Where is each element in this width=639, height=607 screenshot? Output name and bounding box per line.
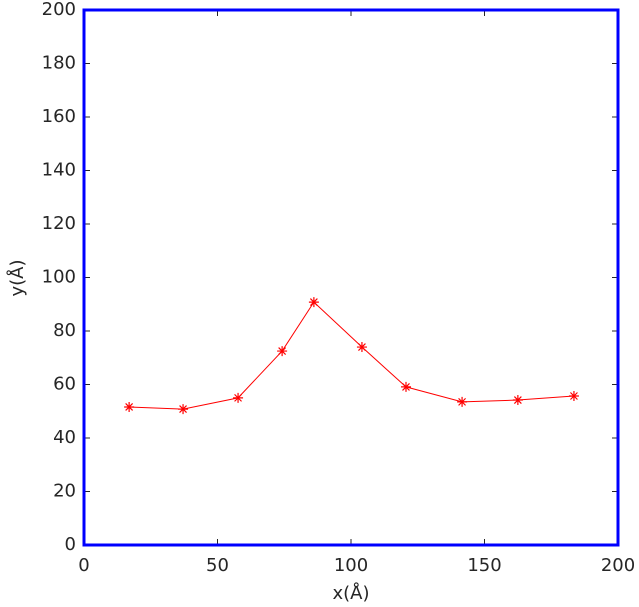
- y-tick-label: 60: [53, 374, 76, 395]
- y-tick-label: 120: [42, 213, 76, 234]
- x-tick-label: 100: [334, 555, 368, 576]
- data-marker: [124, 401, 135, 412]
- y-tick-label: 40: [53, 427, 76, 448]
- y-tick-label: 20: [53, 481, 76, 502]
- x-tick-label: 0: [78, 555, 89, 576]
- data-marker: [457, 396, 468, 407]
- data-marker: [178, 404, 189, 415]
- data-marker: [356, 342, 367, 353]
- y-tick-label: 200: [42, 0, 76, 20]
- data-marker: [308, 297, 319, 308]
- x-tick-label: 150: [467, 555, 501, 576]
- y-axis-label: y(Å): [6, 259, 28, 296]
- data-marker: [512, 395, 523, 406]
- y-tick-label: 100: [42, 267, 76, 288]
- data-marker: [277, 346, 288, 357]
- x-tick-label: 200: [601, 555, 635, 576]
- y-tick-label: 160: [42, 106, 76, 127]
- x-axis-label: x(Å): [332, 582, 369, 604]
- data-marker: [568, 391, 579, 402]
- data-line: [129, 301, 574, 410]
- data-marker: [401, 381, 412, 392]
- y-tick-label: 0: [65, 534, 76, 555]
- x-tick-label: 50: [206, 555, 229, 576]
- y-tick-label: 140: [42, 160, 76, 181]
- y-tick-label: 80: [53, 320, 76, 341]
- y-tick-label: 180: [42, 53, 76, 74]
- plot-frame: [82, 8, 620, 547]
- data-marker: [233, 392, 244, 403]
